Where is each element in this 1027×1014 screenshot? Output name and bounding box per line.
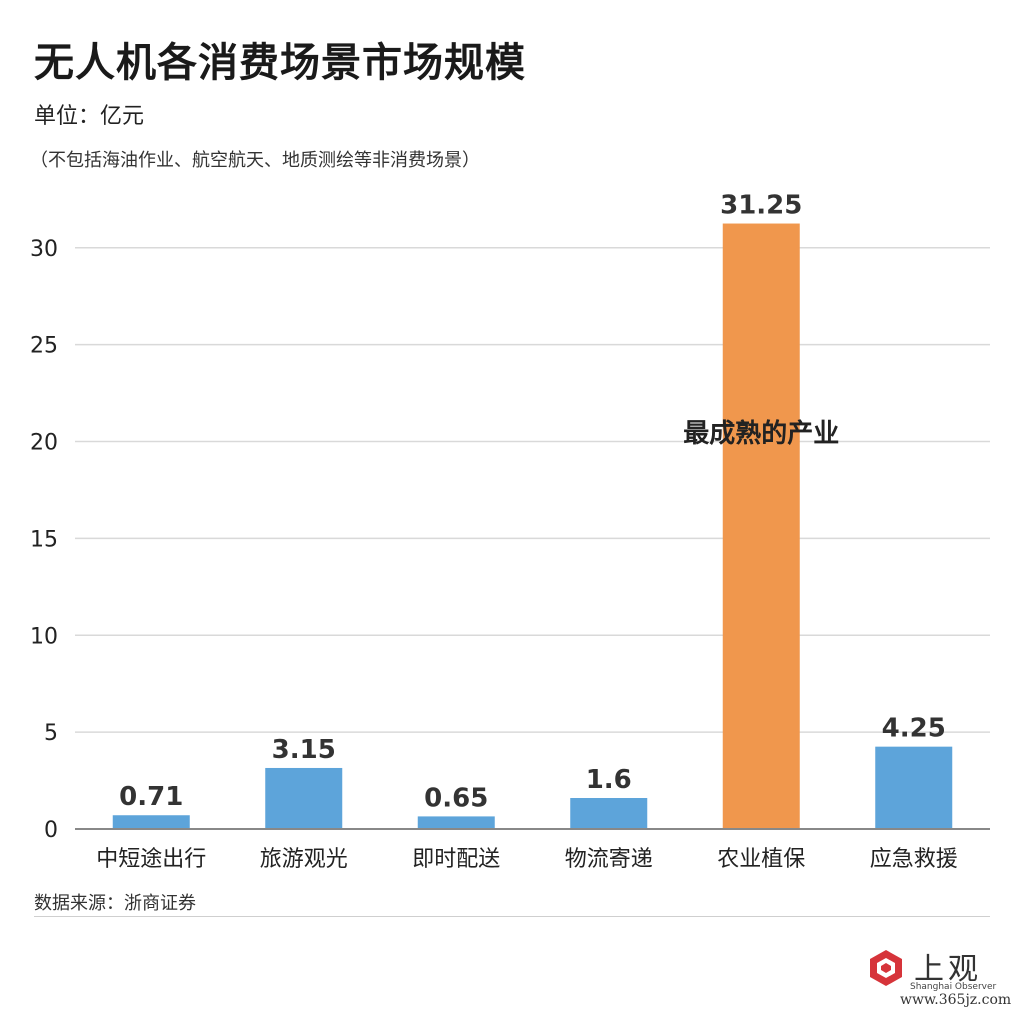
watermark-site: www.365jz.com bbox=[900, 992, 1012, 1008]
data-label: 3.15 bbox=[272, 735, 336, 765]
x-tick-label: 中短途出行 bbox=[96, 847, 206, 872]
data-label: 0.71 bbox=[119, 782, 183, 812]
x-tick-label: 物流寄递 bbox=[565, 847, 653, 872]
y-tick-label: 10 bbox=[30, 624, 58, 649]
logo-name: 上观 bbox=[914, 952, 982, 987]
unit-label: 单位：亿元 bbox=[34, 104, 145, 129]
data-label: 31.25 bbox=[720, 191, 802, 221]
bar bbox=[417, 816, 495, 829]
data-label: 0.65 bbox=[424, 783, 488, 813]
data-labels: 0.71 3.15 0.65 1.6 31.25 4.25 bbox=[119, 191, 946, 814]
x-tick-label: 农业植保 bbox=[717, 847, 805, 872]
logo-subtitle: Shanghai Observer bbox=[910, 982, 997, 992]
data-label: 1.6 bbox=[586, 765, 632, 795]
y-tick-label: 30 bbox=[30, 237, 58, 262]
y-tick-label: 0 bbox=[44, 818, 58, 843]
bar-chart: 0 5 10 15 20 25 30 0.71 3.15 0.65 1.6 31.25 4.25 中短… bbox=[30, 191, 990, 872]
x-tick-labels: 中短途出行 旅游观光 即时配送 物流寄递 农业植保 应急救援 bbox=[96, 847, 958, 872]
gridlines bbox=[75, 247, 990, 733]
bar bbox=[112, 815, 190, 829]
y-tick-labels: 0 5 10 15 20 25 30 bbox=[30, 237, 58, 843]
y-tick-label: 25 bbox=[30, 334, 58, 359]
footer-divider bbox=[34, 916, 990, 917]
logo-mark-icon bbox=[870, 950, 902, 986]
y-tick-label: 20 bbox=[30, 431, 58, 456]
y-tick-label: 5 bbox=[44, 721, 58, 746]
x-tick-label: 即时配送 bbox=[412, 847, 500, 872]
bar bbox=[570, 798, 648, 829]
bar bbox=[265, 767, 343, 829]
y-tick-label: 15 bbox=[30, 527, 58, 552]
x-tick-label: 应急救援 bbox=[870, 847, 958, 872]
bar bbox=[722, 223, 800, 829]
data-source: 数据来源：浙商证券 bbox=[34, 893, 196, 914]
highlight-annotation: 最成熟的产业 bbox=[683, 418, 839, 449]
x-tick-label: 旅游观光 bbox=[260, 847, 348, 872]
chart-title: 无人机各消费场景市场规模 bbox=[34, 40, 526, 86]
bars bbox=[112, 223, 953, 829]
shanghai-observer-logo: 上观 Shanghai Observer www.365jz.com bbox=[862, 942, 1022, 1008]
data-label: 4.25 bbox=[882, 714, 946, 744]
scope-note: （不包括海油作业、航空航天、地质测绘等非消费场景） bbox=[30, 150, 480, 171]
bar bbox=[875, 746, 953, 829]
